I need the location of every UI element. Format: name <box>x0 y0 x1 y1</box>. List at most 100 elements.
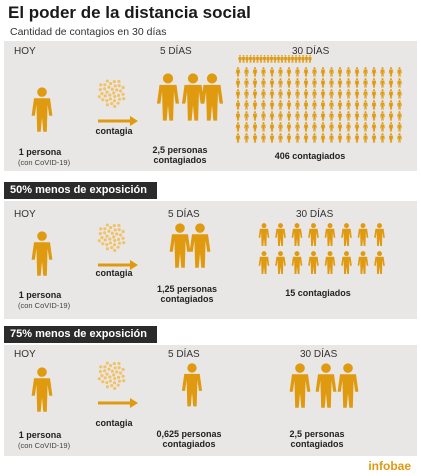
small-person-icon <box>303 122 309 132</box>
small-person-icon <box>278 67 283 77</box>
small-person-icon <box>245 55 249 63</box>
small-person-icon <box>269 67 275 77</box>
section-1-result-30: 406 contagiados <box>274 151 346 161</box>
small-person-icon <box>269 133 275 143</box>
small-person-icon <box>320 111 326 121</box>
small-person-icon <box>388 100 394 110</box>
small-person-icon <box>380 100 385 110</box>
small-person-icon <box>346 133 351 143</box>
small-person-icon <box>357 251 369 274</box>
small-person-icon <box>297 55 302 63</box>
small-person-icon <box>329 111 334 121</box>
small-person-icon <box>258 251 270 274</box>
small-person-icon <box>290 55 295 63</box>
section-1-person-note: (con CoVID-19) <box>18 158 71 167</box>
small-person-icon <box>337 133 343 143</box>
small-person-icon <box>235 133 241 143</box>
small-person-icon <box>397 89 402 99</box>
small-person-icon <box>295 133 300 143</box>
small-person-icon <box>252 100 258 110</box>
small-person-icon <box>312 122 317 132</box>
section-1-hoy: HOY <box>14 46 36 57</box>
small-person-icon <box>286 89 292 99</box>
small-person-icon <box>275 223 286 246</box>
small-person-icon <box>287 55 291 63</box>
small-person-icon <box>303 89 309 99</box>
small-person-icon <box>329 100 334 110</box>
section-1-5-dias: 5 DÍAS <box>160 46 192 57</box>
small-person-icon <box>295 100 300 110</box>
small-person-icon <box>363 122 368 132</box>
small-person-icon <box>252 133 258 143</box>
small-person-icon <box>354 78 360 88</box>
small-person-icon <box>346 122 351 132</box>
small-person-icon <box>329 67 334 77</box>
person-icon <box>181 73 205 121</box>
small-person-icon <box>244 89 249 99</box>
partial-person-icon <box>189 223 211 268</box>
section-1-30-dias: 30 DÍAS <box>292 46 330 57</box>
small-person-icon <box>337 111 343 121</box>
small-person-icon <box>261 100 266 110</box>
section-2-person-note: (con CoVID-19) <box>18 301 71 310</box>
small-person-icon <box>244 133 249 143</box>
page-title: El poder de la distancia social <box>8 3 251 22</box>
small-person-icon <box>252 89 258 99</box>
small-person-icon <box>275 251 286 274</box>
small-person-icon <box>303 67 309 77</box>
section-3-hoy: HOY <box>14 349 36 360</box>
small-person-icon <box>295 111 300 121</box>
small-person-icon <box>303 100 309 110</box>
small-person-icon <box>269 100 275 110</box>
small-person-icon <box>278 111 283 121</box>
small-person-icon <box>283 55 288 63</box>
small-person-icon <box>329 122 334 132</box>
small-person-icon <box>380 67 385 77</box>
section-2-5-dias: 5 DÍAS <box>168 209 200 220</box>
section-3-5-dias: 5 DÍAS <box>168 349 200 360</box>
section-2-verb: contagia <box>95 268 133 278</box>
partial-person-icon <box>337 363 359 408</box>
person-icon <box>169 223 191 268</box>
small-person-icon <box>291 251 303 274</box>
small-person-icon <box>371 78 377 88</box>
virus-icon <box>97 223 126 253</box>
small-person-icon <box>303 111 309 121</box>
small-person-icon <box>374 251 385 274</box>
small-person-icon <box>380 133 385 143</box>
small-person-icon <box>346 89 351 99</box>
small-person-icon <box>262 55 267 63</box>
small-person-icon <box>363 78 368 88</box>
small-person-icon <box>261 122 266 132</box>
arrow-icon <box>98 116 138 126</box>
small-person-icon <box>252 122 258 132</box>
small-person-icon <box>303 78 309 88</box>
small-person-icon <box>312 111 317 121</box>
section-3-band: 75% menos de exposición <box>4 326 157 343</box>
small-person-icon <box>294 55 298 63</box>
small-person-icon <box>259 55 263 63</box>
small-person-icon <box>371 89 377 99</box>
small-person-icon <box>388 133 394 143</box>
small-person-icon <box>329 133 334 143</box>
small-person-icon <box>280 55 284 63</box>
small-person-icon <box>320 78 326 88</box>
small-person-icon <box>354 100 360 110</box>
small-person-icon <box>371 100 377 110</box>
small-person-icon <box>363 133 368 143</box>
small-person-icon <box>324 223 336 246</box>
person-icon <box>289 363 311 408</box>
partial-person-icon <box>200 73 224 121</box>
small-person-icon <box>235 78 241 88</box>
small-person-icon <box>278 78 283 88</box>
small-person-icon <box>286 133 292 143</box>
small-person-icon <box>308 223 319 246</box>
small-person-icon <box>303 133 309 143</box>
small-person-icon <box>380 78 385 88</box>
small-person-icon <box>320 100 326 110</box>
small-person-icon <box>244 122 249 132</box>
small-person-icon <box>388 111 394 121</box>
small-person-icon <box>261 78 266 88</box>
small-person-icon <box>374 223 385 246</box>
small-person-icon <box>308 251 319 274</box>
